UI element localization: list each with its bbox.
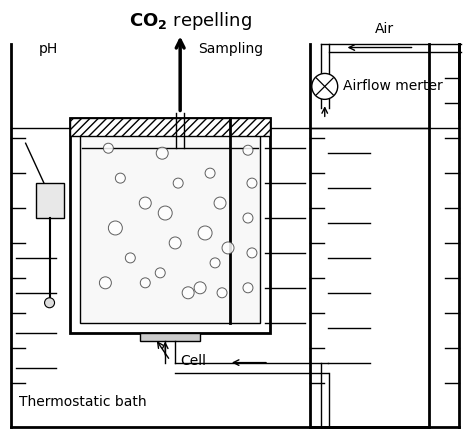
Circle shape xyxy=(45,298,55,308)
Text: Airflow merter: Airflow merter xyxy=(343,79,442,93)
Circle shape xyxy=(103,143,113,153)
Bar xyxy=(140,333,200,341)
Circle shape xyxy=(198,226,212,240)
Circle shape xyxy=(140,278,150,288)
Circle shape xyxy=(243,213,253,223)
Circle shape xyxy=(156,147,168,159)
Circle shape xyxy=(125,253,135,263)
Circle shape xyxy=(182,287,194,299)
Bar xyxy=(36,183,64,218)
Circle shape xyxy=(205,168,215,178)
Circle shape xyxy=(217,288,227,298)
Bar xyxy=(71,118,270,136)
Circle shape xyxy=(247,248,257,258)
Circle shape xyxy=(158,206,172,220)
Circle shape xyxy=(210,258,220,268)
Circle shape xyxy=(169,237,181,249)
Circle shape xyxy=(109,221,122,235)
Bar xyxy=(71,118,270,333)
Circle shape xyxy=(173,178,183,188)
Text: $\bf{CO_2}$ repelling: $\bf{CO_2}$ repelling xyxy=(129,10,252,32)
Text: pH: pH xyxy=(38,41,58,55)
Circle shape xyxy=(139,197,151,209)
Circle shape xyxy=(115,173,125,183)
Circle shape xyxy=(214,197,226,209)
Circle shape xyxy=(247,178,257,188)
Circle shape xyxy=(222,242,234,254)
Circle shape xyxy=(100,277,111,289)
Bar xyxy=(81,118,260,323)
Text: Thermostatic bath: Thermostatic bath xyxy=(18,396,146,409)
Text: Sampling: Sampling xyxy=(198,41,263,55)
Circle shape xyxy=(243,283,253,293)
Circle shape xyxy=(243,145,253,155)
Circle shape xyxy=(155,268,165,278)
Text: Air: Air xyxy=(374,21,394,36)
Circle shape xyxy=(312,74,337,99)
Circle shape xyxy=(194,282,206,294)
Text: Cell: Cell xyxy=(180,354,206,368)
